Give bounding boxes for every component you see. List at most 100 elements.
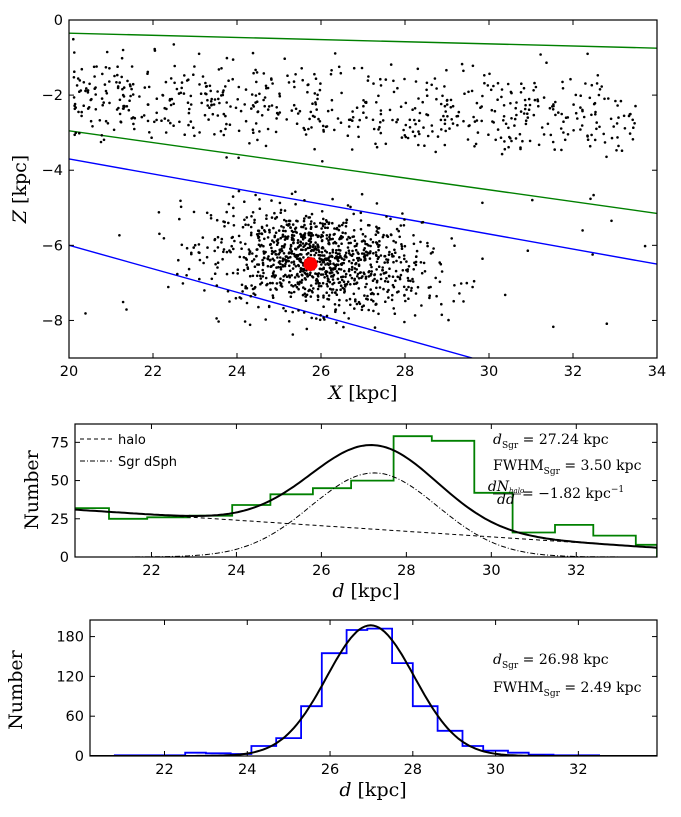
star-point [537,143,541,147]
star-point [379,120,382,124]
star-point [186,101,190,104]
star-point [445,98,449,102]
star-point [414,263,418,267]
star-point [299,260,303,264]
star-point [318,260,322,264]
star-point [330,271,334,274]
star-point [364,285,367,289]
star-point [225,156,228,159]
star-point [303,292,307,296]
star-point [364,277,368,280]
star-point [426,241,429,245]
star-point [409,289,413,292]
star-point [183,74,186,77]
star-point [503,140,506,143]
star-point [91,125,94,128]
star-point [255,263,259,266]
star-point [303,223,306,227]
star-point [513,124,516,127]
star-point [439,262,443,266]
star-point [287,222,291,226]
star-point [301,238,305,241]
star-point [263,229,266,232]
star-point [125,308,128,311]
star-point [352,282,356,286]
star-point [210,103,213,107]
star-point [349,205,352,209]
star-point [185,246,189,250]
star-point [323,276,326,279]
star-point [388,250,391,254]
star-point [301,225,305,229]
star-point [308,273,312,277]
star-point [192,210,196,214]
star-point [251,104,255,107]
star-point [350,265,354,269]
y-tick-label: −4 [42,163,63,179]
y-tick-label: 50 [51,474,69,490]
star-point [377,312,380,316]
star-point [305,252,309,256]
star-point [286,74,289,77]
star-point [420,221,424,224]
star-point [225,272,229,276]
star-point [164,131,168,134]
star-point [295,285,299,289]
star-point [198,258,202,262]
star-point [483,81,486,85]
star-point [367,275,371,278]
star-point [392,79,395,83]
star-point [552,103,555,106]
star-point [391,283,395,287]
star-point [254,68,257,72]
star-point [272,263,275,267]
star-point [332,273,336,277]
star-point [321,160,324,163]
star-point [320,210,324,213]
star-point [374,251,378,254]
star-point [234,106,238,110]
star-point [306,275,309,278]
star-point [263,104,267,108]
star-point [209,217,213,220]
star-point [344,225,348,228]
star-point [622,114,626,118]
star-point [228,249,231,252]
star-point [299,240,303,244]
star-point [349,303,352,307]
star-point [146,72,149,75]
star-point [118,112,122,116]
star-point [105,50,109,54]
star-point [344,251,348,255]
star-point [559,127,563,130]
star-point [363,247,367,250]
star-point [494,138,498,142]
star-point [563,138,567,142]
star-point [451,104,455,108]
star-point [314,241,317,244]
star-point [273,211,276,215]
star-point [292,263,296,266]
star-point [390,233,393,237]
star-point [287,320,291,323]
star-point [580,124,584,127]
star-point [443,118,447,122]
star-point [185,274,188,277]
star-point [332,267,336,270]
star-point [590,133,593,137]
star-point [309,295,313,298]
star-point [354,299,357,303]
star-point [289,243,293,247]
star-point [496,128,500,131]
halo-fit-line [75,509,657,549]
star-point [369,238,373,241]
star-point [419,240,422,244]
star-point [306,90,309,94]
star-point [351,235,355,239]
star-point [172,124,175,127]
scatter-ylabel: Z [kpc] [9,155,31,224]
star-point [325,314,329,318]
star-point [322,128,325,132]
star-point [292,252,296,256]
star-point [617,144,620,148]
